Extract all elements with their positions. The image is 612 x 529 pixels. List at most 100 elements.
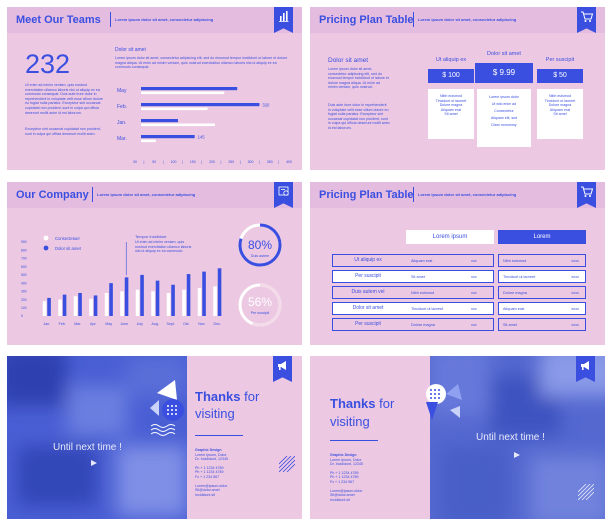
plan-feature: Lorem ipsum dolor xyxy=(489,95,519,99)
table-row: Tincidunt ut laoreet xxxx xyxy=(498,270,586,283)
contact-block: Graphic Design Lorem Ipsum, Dolor Dr. In… xyxy=(195,448,228,497)
header-divider xyxy=(92,187,93,202)
y-tick-label: 700 xyxy=(21,257,27,261)
thanks-title: Thanks for xyxy=(330,396,394,411)
slide-thanks-1[interactable]: Thanks for visiting Until next time ! Gr… xyxy=(7,356,302,519)
bar-series-1 xyxy=(120,291,124,316)
data-label: 320 xyxy=(262,103,270,108)
y-tick-label: 100 xyxy=(21,306,27,310)
play-icon[interactable] xyxy=(91,460,97,466)
play-icon[interactable] xyxy=(514,452,520,458)
contact-email[interactable]: Sit@dolor.amet xyxy=(195,488,220,493)
slide-thanks-2[interactable]: Thanks for visiting Until next time ! Gr… xyxy=(310,356,605,519)
data-label: 145 xyxy=(198,135,206,140)
contact-phone: Ph + 1 1234 4789 xyxy=(330,475,359,480)
row-value: xxx xyxy=(471,323,477,327)
plan-feature: Aliquam elit, sed xyxy=(490,116,518,120)
contact-line: Lorem Ipsum, Dolor xyxy=(330,457,362,462)
row-value: xxxx xyxy=(571,259,579,263)
slide-meet-our-teams[interactable]: Meet Our Teams Lorem ipsum dolor sit ame… xyxy=(7,7,302,170)
donut-progress xyxy=(238,283,282,327)
y-tick-label: 900 xyxy=(21,240,27,244)
plan-feature: Consectetur xyxy=(494,109,514,113)
bar-series-1 xyxy=(182,289,186,316)
table-row: Per suscipit Dolore magna xxx xyxy=(332,318,494,331)
tick-label: 30 xyxy=(133,160,137,164)
cart-icon xyxy=(577,7,596,33)
contact-line: Dr. Incididunt, 12345 xyxy=(330,462,363,467)
plan-feature: Tincidunt ut laoreet xyxy=(544,98,576,103)
plan-features-card: Nibh euismod Tincidunt ut laoreet Dolore… xyxy=(428,89,474,139)
donut-chart xyxy=(238,283,282,327)
bar-series-1 xyxy=(42,301,47,316)
contact-email[interactable]: Lorem@ipsum.dolor xyxy=(330,488,363,493)
slide-header: Pricing Plan Table Lorem ipsum dolor sit… xyxy=(310,7,605,33)
bar-series-2 xyxy=(78,292,82,316)
for-word: for xyxy=(379,396,395,411)
plan-feature: Diam nonummy xyxy=(491,123,517,127)
category-label: Jan. xyxy=(117,120,126,126)
horizontal-bar-chart: May Feb. 320 Jan. Mar. 145 30 | 50 | 100 | 150 | 200 | 2… xyxy=(117,87,292,164)
bar-series-1 xyxy=(197,288,202,316)
slide-pricing-plan-1[interactable]: Pricing Plan Table Lorem ipsum dolor sit… xyxy=(310,7,605,170)
tick-label: 400 xyxy=(286,160,292,164)
until-next-time: Until next time ! xyxy=(53,442,122,453)
megaphone-icon xyxy=(576,356,595,382)
contact-block: Graphic Design Lorem Ipsum, Dolor Dr. In… xyxy=(330,453,363,502)
tick-separator: | xyxy=(201,160,202,164)
plan-price-button[interactable]: $ 50 xyxy=(537,69,583,83)
contact-email[interactable]: Sit@dolor.amet xyxy=(330,493,355,498)
slide-our-company[interactable]: Our Company Lorem ipsum dolor sit amet, … xyxy=(7,182,302,345)
donut-chart xyxy=(238,223,282,267)
row-feature: Tincidunt ut laoreet xyxy=(411,307,444,311)
blurred-photo-background xyxy=(7,356,187,519)
plan-feature: Aliquam erat xyxy=(549,107,571,112)
bar xyxy=(141,107,208,111)
tick-separator: | xyxy=(278,160,279,164)
bar-series-1 xyxy=(58,299,62,316)
tick-label: 150 xyxy=(190,160,196,164)
row-value: xxx xyxy=(471,259,477,263)
plan-price-button[interactable]: $ 9.99 xyxy=(475,63,533,83)
table-row: Aliquam erat xxxx xyxy=(498,302,586,315)
table-row: Dolor sit amet Tincidunt ut laoreet xxx xyxy=(332,302,494,315)
x-tick-label: Aug. xyxy=(152,322,159,326)
bar-series-1 xyxy=(151,291,155,316)
slide-subtitle: Lorem ipsum dolor sit amet, consectetur … xyxy=(418,17,517,22)
row-value: xxx xyxy=(471,291,477,295)
plan-price-button[interactable]: $ 100 xyxy=(428,69,474,83)
column-header: Lorem ipsum xyxy=(406,230,494,244)
tick-label: 50 xyxy=(152,160,156,164)
slide-header: Meet Our Teams Lorem ipsum dolor sit ame… xyxy=(7,7,302,33)
bar-series-2 xyxy=(124,277,129,316)
megaphone-icon xyxy=(273,356,292,382)
tick-label: 100 xyxy=(171,160,177,164)
until-next-time: Until next time ! xyxy=(476,432,545,443)
stripes-decoration xyxy=(578,484,594,500)
big-number: 232 xyxy=(25,49,71,79)
plan-feature: Tincidunt ut laoreet xyxy=(435,98,467,103)
y-tick-label: 0 xyxy=(21,314,23,318)
geometric-shapes-decoration xyxy=(426,384,462,420)
cart-icon xyxy=(577,182,596,208)
slide-title: Meet Our Teams xyxy=(16,14,101,26)
visiting-word: visiting xyxy=(330,414,370,429)
gear-chart-icon xyxy=(274,182,293,208)
row-label: Duis autem vel xyxy=(351,289,385,295)
tick-separator: | xyxy=(259,160,260,164)
contact-email[interactable]: Incididunt.sit xyxy=(195,492,215,497)
contact-title: Graphic Design xyxy=(195,448,222,452)
row-value: xxxx xyxy=(571,291,579,295)
row-value: xxxx xyxy=(571,307,579,311)
header-divider xyxy=(413,12,414,27)
table-row: Per suscipit Sit amet xxx xyxy=(332,270,494,283)
plan-name: Per suscipit xyxy=(545,57,575,63)
annotation-text: Ut enim ad minim veniam, quis nostrud ex… xyxy=(135,240,192,254)
contact-email[interactable]: Incididunt.sit xyxy=(330,497,350,502)
y-tick-label: 400 xyxy=(21,281,27,285)
contact-line: Dr. Incididunt, 12345 xyxy=(195,457,228,462)
slide-pricing-plan-2[interactable]: Pricing Plan Table Lorem ipsum dolor sit… xyxy=(310,182,605,345)
slide-subtitle: Lorem ipsum dolor sit amet, consectetur … xyxy=(97,192,196,197)
bar-series-2 xyxy=(202,271,206,316)
contact-email[interactable]: Lorem@ipsum.dolor xyxy=(195,483,228,488)
